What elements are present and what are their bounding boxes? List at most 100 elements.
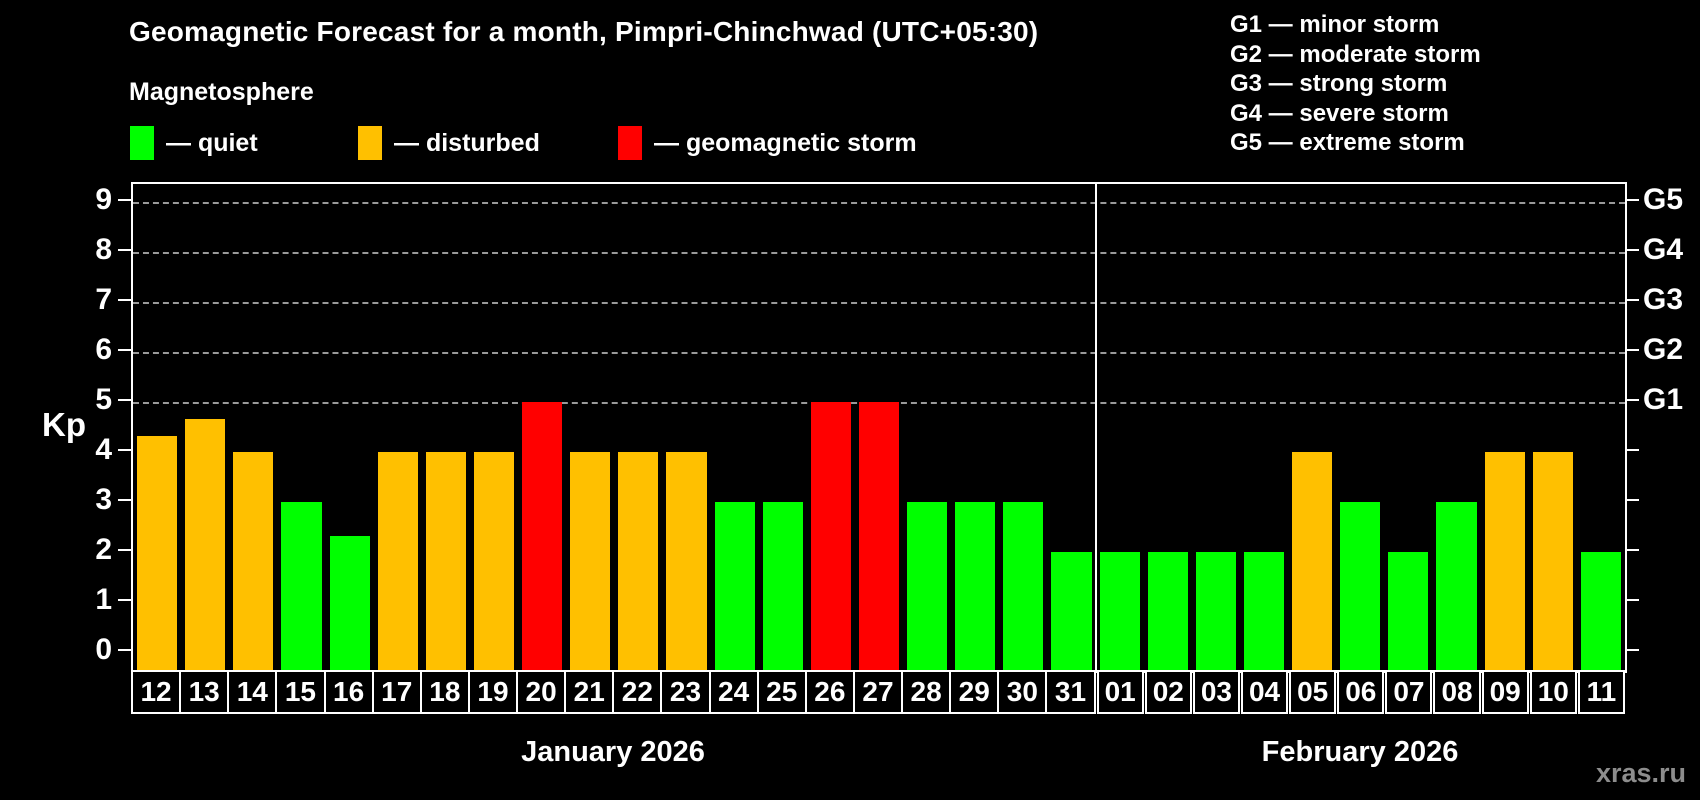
kp-bar-day-24 <box>714 502 755 670</box>
kp-bar-day-04 <box>1243 552 1285 670</box>
legend-item-label: — quiet <box>166 128 258 157</box>
day-label-11: 11 <box>1577 670 1625 714</box>
legend-item-storm: — geomagnetic storm <box>618 125 917 161</box>
day-label-22: 22 <box>612 670 663 714</box>
day-label-01: 01 <box>1096 670 1144 714</box>
kp-bar-day-25 <box>762 502 803 670</box>
day-label-08: 08 <box>1433 670 1481 714</box>
gridline-kp9 <box>133 202 1625 204</box>
g-level-label-G2: G2 <box>1643 333 1684 366</box>
kp-bar-day-29 <box>955 502 996 670</box>
left-axis-tick <box>118 599 132 601</box>
kp-bar-day-13 <box>185 418 226 670</box>
y-tick-label: 4 <box>95 433 112 466</box>
month-separator-line <box>1094 184 1097 670</box>
day-label-07: 07 <box>1385 670 1433 714</box>
g-level-label-G1: G1 <box>1643 383 1684 416</box>
chart-title: Geomagnetic Forecast for a month, Pimpri… <box>129 16 1039 47</box>
y-tick-label: 2 <box>95 533 112 566</box>
day-label-06: 06 <box>1337 670 1385 714</box>
kp-bar-day-22 <box>618 452 659 670</box>
legend-item-label: — geomagnetic storm <box>654 128 917 157</box>
day-label-31: 31 <box>1045 670 1096 714</box>
left-axis-tick <box>118 299 132 301</box>
day-label-26: 26 <box>804 670 855 714</box>
left-axis-tick <box>118 199 132 201</box>
right-axis-tick <box>1625 349 1639 351</box>
left-axis-tick <box>118 649 132 651</box>
g-legend-line: G2 — moderate storm <box>1230 40 1481 68</box>
day-label-28: 28 <box>901 670 952 714</box>
right-axis-tick <box>1625 299 1639 301</box>
g-legend-line: G4 — severe storm <box>1230 99 1449 127</box>
day-label-09: 09 <box>1481 670 1529 714</box>
right-axis-tick <box>1625 199 1639 201</box>
day-label-30: 30 <box>997 670 1048 714</box>
y-tick-label: 1 <box>95 583 112 616</box>
watermark: xras.ru <box>1595 758 1686 788</box>
kp-bar-day-15 <box>281 502 322 670</box>
g-level-label-G4: G4 <box>1643 233 1684 266</box>
day-label-10: 10 <box>1529 670 1577 714</box>
kp-bar-day-18 <box>425 452 466 670</box>
kp-bar-day-12 <box>137 435 178 670</box>
day-label-16: 16 <box>323 670 374 714</box>
g-legend-line: G1 — minor storm <box>1230 11 1440 38</box>
kp-bar-day-10 <box>1532 452 1573 670</box>
day-label-17: 17 <box>371 670 422 714</box>
legend-item-label: — disturbed <box>394 128 540 157</box>
day-label-12: 12 <box>131 670 182 714</box>
left-axis-tick <box>118 399 132 401</box>
kp-bar-day-26 <box>810 402 851 670</box>
right-axis-tick <box>1625 499 1639 501</box>
g-legend-line: G3 — strong storm <box>1230 70 1448 97</box>
day-label-03: 03 <box>1192 670 1240 714</box>
kp-bar-day-09 <box>1484 452 1525 670</box>
kp-bar-day-16 <box>329 535 370 670</box>
right-axis-tick <box>1625 399 1639 401</box>
legend-item-disturbed: — disturbed <box>358 125 540 161</box>
kp-bar-day-23 <box>666 452 707 670</box>
right-axis-tick <box>1625 649 1639 651</box>
month-label-february: February 2026 <box>1261 736 1459 768</box>
day-label-20: 20 <box>516 670 567 714</box>
kp-bar-day-11 <box>1580 552 1621 670</box>
y-tick-label: 0 <box>95 633 112 666</box>
left-axis-tick <box>118 349 132 351</box>
g-scale-legend: G1 — minor storm G2 — moderate storm G3 … <box>1230 10 1481 158</box>
kp-bar-day-01 <box>1099 552 1140 670</box>
kp-bar-day-27 <box>858 402 900 670</box>
day-label-14: 14 <box>227 670 278 714</box>
kp-bar-day-06 <box>1340 502 1381 670</box>
kp-bar-day-07 <box>1388 552 1429 670</box>
disturbed-color-swatch <box>358 126 382 160</box>
kp-bar-day-03 <box>1195 552 1236 670</box>
left-axis-tick <box>118 549 132 551</box>
day-label-13: 13 <box>179 670 230 714</box>
y-axis-label: Kp <box>42 406 86 443</box>
kp-bar-day-20 <box>522 402 563 670</box>
day-label-29: 29 <box>949 670 1000 714</box>
g-level-label-G3: G3 <box>1643 283 1684 316</box>
day-label-24: 24 <box>708 670 759 714</box>
y-tick-label: 8 <box>95 233 112 266</box>
kp-bar-day-05 <box>1292 452 1333 670</box>
day-label-04: 04 <box>1240 670 1289 714</box>
legend-item-quiet: — quiet <box>130 125 258 161</box>
kp-bar-day-31 <box>1051 552 1092 670</box>
y-tick-label: 5 <box>95 383 112 416</box>
storm-color-swatch <box>618 126 642 160</box>
day-label-05: 05 <box>1289 670 1337 714</box>
day-label-02: 02 <box>1144 670 1192 714</box>
day-label-19: 19 <box>467 670 519 714</box>
gridline-kp6 <box>133 352 1625 354</box>
kp-bar-day-19 <box>473 452 515 670</box>
kp-bar-day-17 <box>377 452 418 670</box>
left-axis-tick <box>118 449 132 451</box>
kp-bar-day-28 <box>907 502 948 670</box>
kp-bar-day-30 <box>1003 502 1044 670</box>
left-axis-tick <box>118 249 132 251</box>
plot-area <box>131 182 1627 673</box>
gridline-kp8 <box>133 252 1625 254</box>
